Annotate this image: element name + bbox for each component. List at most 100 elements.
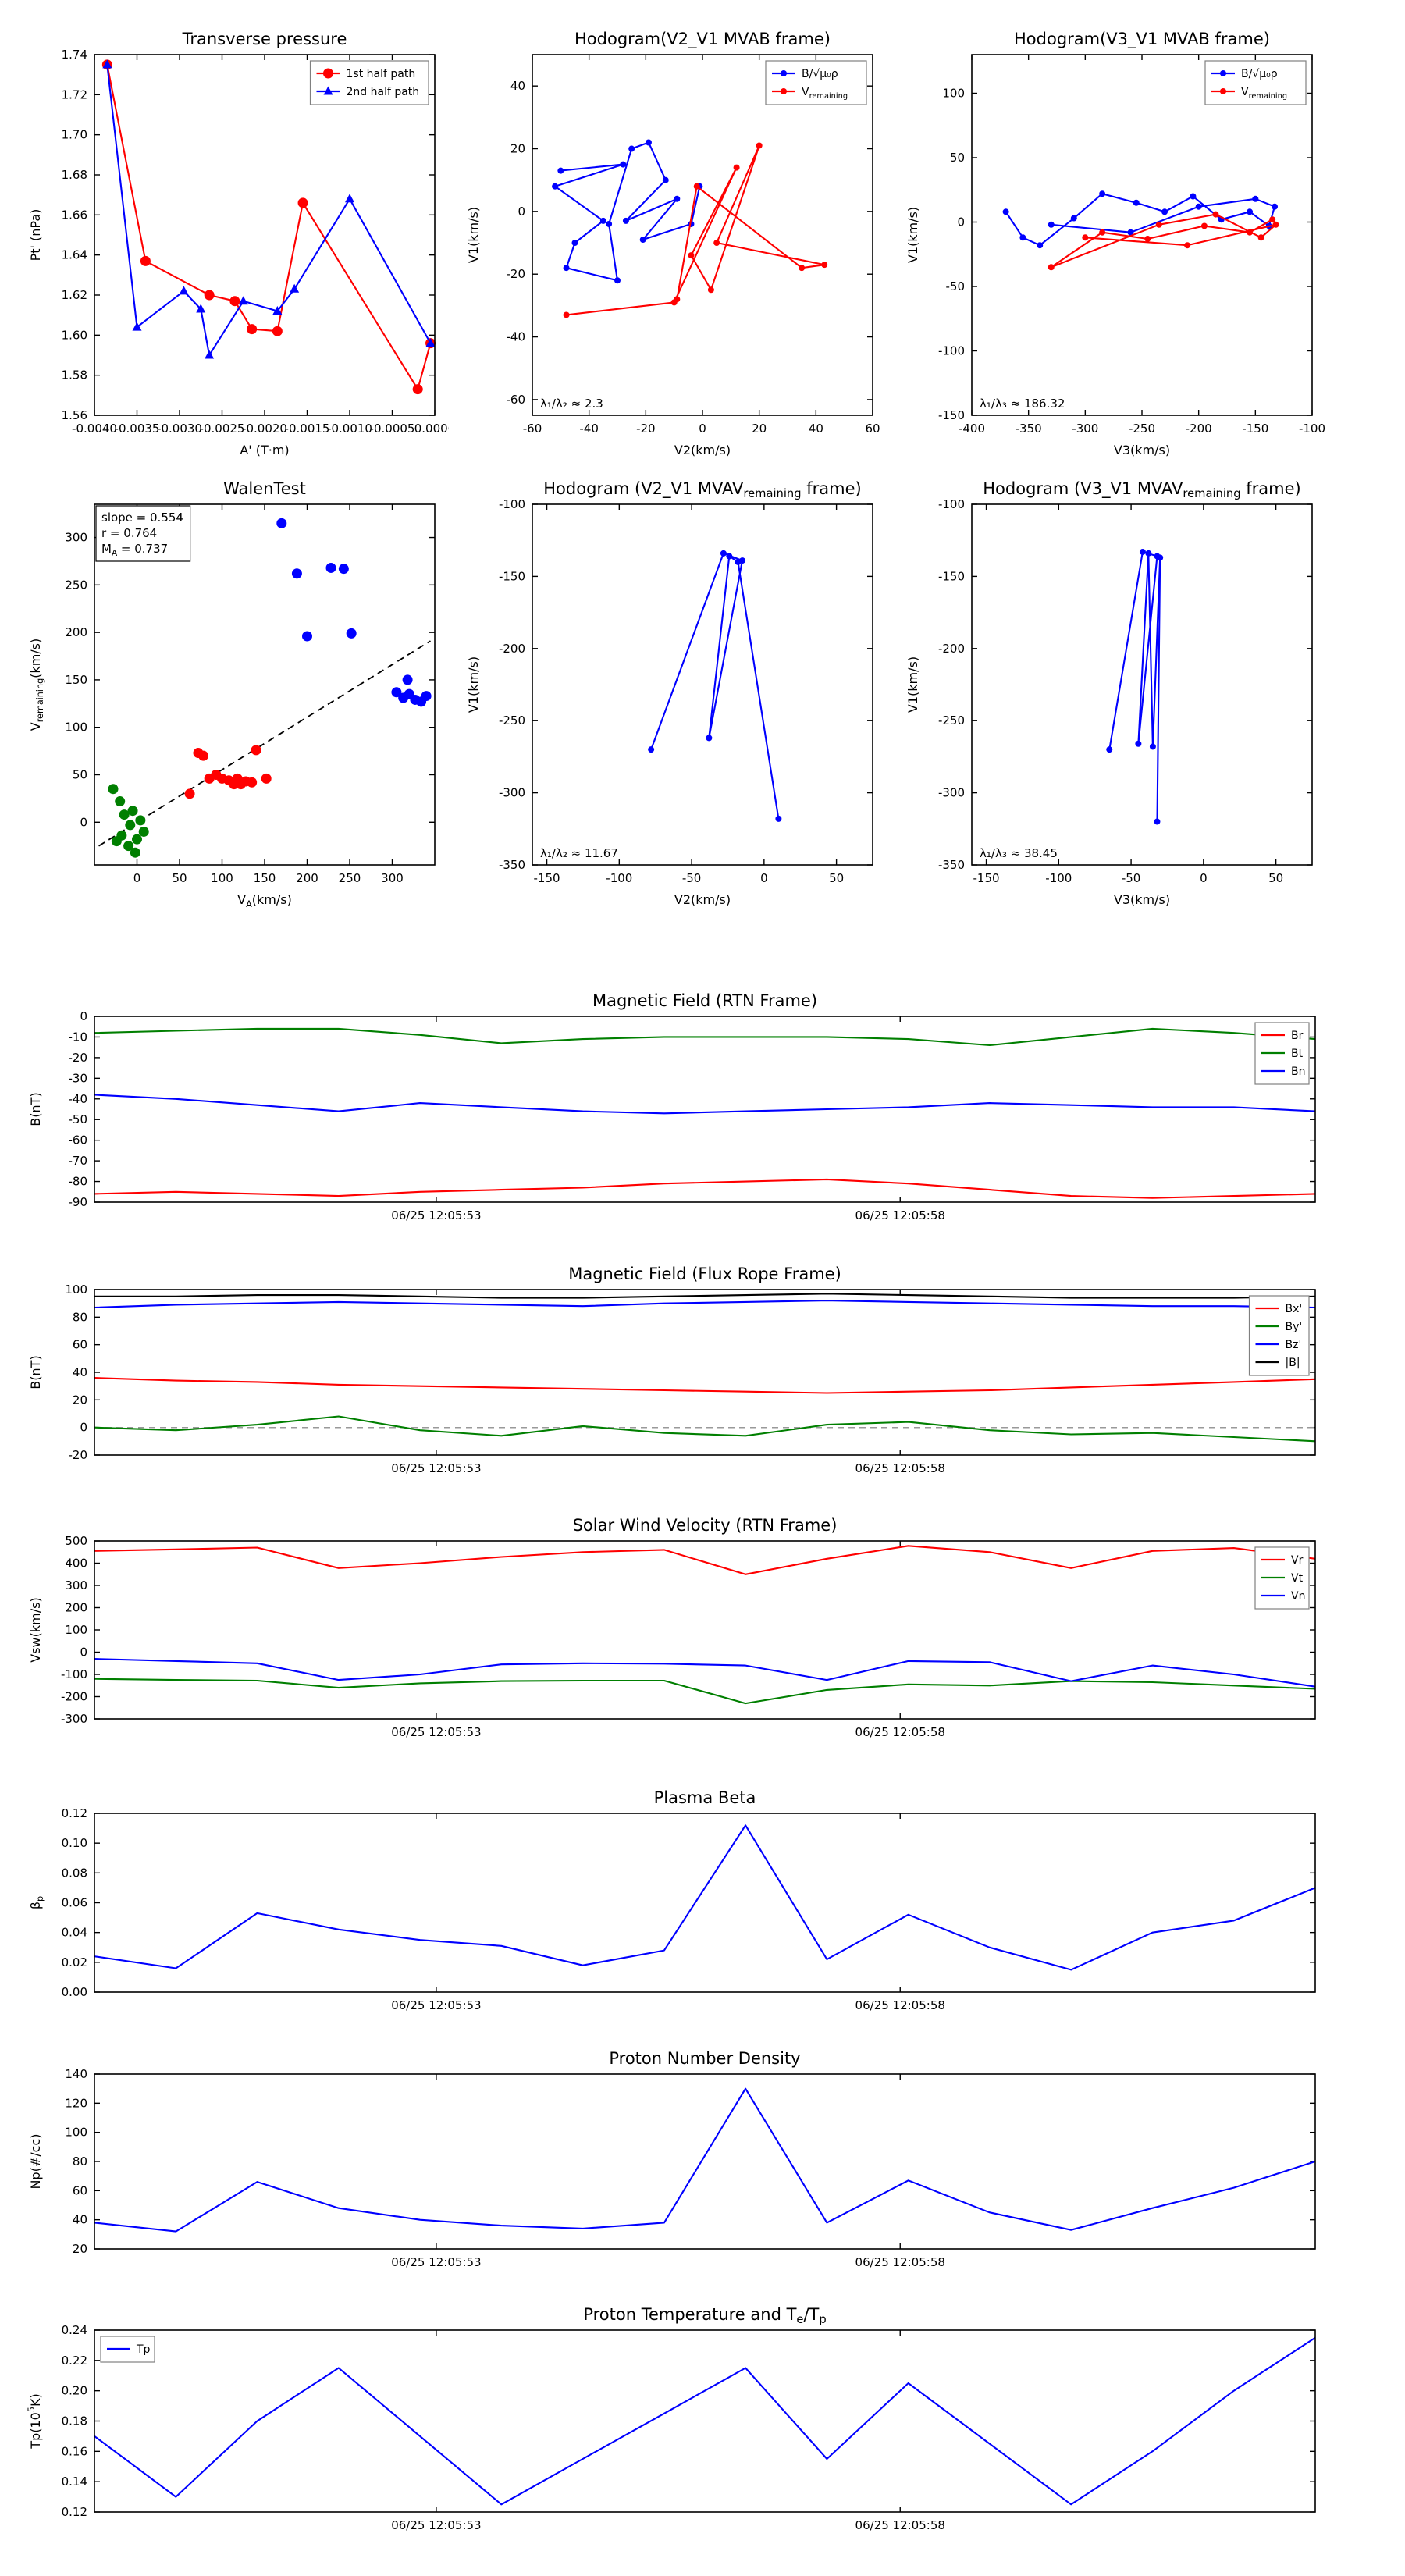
svg-text:06/25 12:05:58: 06/25 12:05:58 xyxy=(855,1998,945,2012)
svg-text:-100: -100 xyxy=(61,1667,87,1681)
series-line-3 xyxy=(276,518,432,707)
chart-title: Hodogram(V3_V1 MVAB frame) xyxy=(1014,30,1270,49)
svg-text:40: 40 xyxy=(73,1365,87,1379)
legend-label: Vr xyxy=(1291,1554,1304,1567)
transverse-pressure-chart: -0.0040-0.0035-0.0030-0.0025-0.0020-0.00… xyxy=(28,30,449,457)
svg-text:40: 40 xyxy=(809,422,823,436)
svg-text:-80: -80 xyxy=(69,1175,88,1189)
svg-text:-400: -400 xyxy=(959,422,985,436)
legend-label: Vn xyxy=(1291,1590,1305,1603)
svg-text:-0.0040: -0.0040 xyxy=(72,422,117,436)
svg-text:-60: -60 xyxy=(523,422,542,436)
svg-text:100: 100 xyxy=(942,87,965,101)
legend: B/√μ₀ρ Vremaining xyxy=(1204,60,1307,105)
svg-text:06/25 12:05:58: 06/25 12:05:58 xyxy=(855,1725,945,1739)
axes-frame xyxy=(971,54,1313,416)
axes-frame xyxy=(971,503,1313,866)
svg-text:0: 0 xyxy=(80,1646,87,1660)
ticks: 06/25 12:05:53 06/25 12:05:58 0.00 0.02 0.04… xyxy=(62,1806,1315,2012)
svg-text:500: 500 xyxy=(65,1534,87,1548)
svg-text:0.24: 0.24 xyxy=(62,2323,87,2337)
svg-text:1.56: 1.56 xyxy=(62,408,87,422)
svg-text:150: 150 xyxy=(254,871,276,885)
annotation: λ₁/λ₃ ≈ 38.45 xyxy=(980,846,1058,860)
series-line-0 xyxy=(98,640,431,847)
svg-text:200: 200 xyxy=(65,625,87,639)
svg-text:-40: -40 xyxy=(507,330,526,344)
svg-text:06/25 12:05:53: 06/25 12:05:53 xyxy=(391,1208,481,1222)
y-axis-label: Tp(105K) xyxy=(27,2393,43,2449)
svg-text:0.14: 0.14 xyxy=(62,2475,87,2489)
y-axis-label: B(nT) xyxy=(28,1355,43,1389)
axes-frame xyxy=(94,1540,1316,1720)
series-Bz' xyxy=(94,1300,1316,1309)
series-2nd half path xyxy=(102,59,436,359)
legend-label: Vt xyxy=(1291,1572,1304,1585)
panel-plasma-beta: 06/25 12:05:53 06/25 12:05:58 0.00 0.02 0.04… xyxy=(7,1781,1329,2042)
svg-text:0: 0 xyxy=(699,422,706,436)
svg-text:100: 100 xyxy=(65,2126,87,2140)
svg-text:-60: -60 xyxy=(69,1133,88,1147)
svg-text:-150: -150 xyxy=(938,408,965,422)
proton-number-density-chart: 06/25 12:05:53 06/25 12:05:58 20 40 60 80 100 1… xyxy=(28,2049,1316,2269)
series-By' xyxy=(94,1415,1316,1443)
svg-text:-0.0025: -0.0025 xyxy=(200,422,245,436)
y-axis-label: V1(km/s) xyxy=(905,207,920,263)
svg-text:-0.0005: -0.0005 xyxy=(370,422,415,436)
panel-solar-wind-velocity: 06/25 12:05:53 06/25 12:05:58 -300 -200 -100… xyxy=(7,1508,1329,1769)
series-Tp xyxy=(94,2336,1316,2506)
panel-hodogram-v3v1-mvav: -150 -100 -50 0 50 -350 -300 -250 -200 -150 -100 Ho… xyxy=(884,471,1326,915)
plasma-beta-chart: 06/25 12:05:53 06/25 12:05:58 0.00 0.02 0.04… xyxy=(28,1788,1316,2012)
series-B/√μ₀ρ xyxy=(1002,190,1279,249)
series-line-1 xyxy=(108,784,149,858)
svg-text:60: 60 xyxy=(73,1338,87,1352)
y-axis-label: Vremaining(km/s) xyxy=(28,639,45,731)
svg-text:-150: -150 xyxy=(534,871,560,885)
svg-text:-100: -100 xyxy=(1045,871,1072,885)
legend-label: Br xyxy=(1291,1030,1304,1042)
axes-frame xyxy=(94,2073,1316,2250)
y-axis-label: Np(#/cc) xyxy=(28,2134,43,2190)
svg-text:100: 100 xyxy=(65,720,87,735)
series-Bx' xyxy=(94,1377,1316,1394)
svg-text:140: 140 xyxy=(65,2067,87,2081)
svg-text:-0.0020: -0.0020 xyxy=(242,422,287,436)
svg-text:0: 0 xyxy=(80,815,87,829)
svg-text:-100: -100 xyxy=(606,871,632,885)
svg-text:-50: -50 xyxy=(1122,871,1141,885)
series-1st half path xyxy=(101,59,436,395)
svg-text:20: 20 xyxy=(73,2242,87,2256)
ticks: 06/25 12:05:53 06/25 12:05:58 -20 0 20 40 60 80… xyxy=(65,1283,1315,1475)
svg-text:-70: -70 xyxy=(69,1154,88,1168)
svg-text:80: 80 xyxy=(73,1310,87,1324)
series-line-0 xyxy=(94,2087,1316,2233)
y-axis-label: Vsw(km/s) xyxy=(28,1597,43,1662)
svg-text:0.22: 0.22 xyxy=(62,2354,87,2368)
series-|B| xyxy=(94,1293,1316,1299)
svg-text:0.12: 0.12 xyxy=(62,2505,87,2519)
svg-text:0: 0 xyxy=(80,1421,87,1435)
svg-text:50: 50 xyxy=(1268,871,1283,885)
hodogram-v3v1-mvav-chart: -150 -100 -50 0 50 -350 -300 -250 -200 -150 -100 Ho… xyxy=(905,479,1313,907)
svg-text:-350: -350 xyxy=(499,858,525,872)
legend: Vr Vt Vn xyxy=(1254,1546,1310,1610)
walen-test-chart: 0 50 100 150 200 250 300 0 50 100 150 200 250 300 Wale… xyxy=(28,479,436,909)
axes-frame xyxy=(94,1289,1316,1456)
svg-text:300: 300 xyxy=(65,1578,87,1592)
legend-label: Bz' xyxy=(1286,1339,1302,1351)
y-axis-label: V1(km/s) xyxy=(466,207,481,263)
hodogram-v2v1-mvav-chart: -150 -100 -50 0 50 -350 -300 -250 -200 -150 -100 Ho… xyxy=(466,479,873,907)
svg-text:300: 300 xyxy=(381,871,404,885)
series-line-0 xyxy=(94,1824,1316,1971)
svg-text:1.68: 1.68 xyxy=(62,168,87,182)
svg-text:-30: -30 xyxy=(69,1071,88,1085)
svg-text:0.00: 0.00 xyxy=(62,1985,87,1999)
svg-text:300: 300 xyxy=(65,531,87,545)
chart-title: Magnetic Field (RTN Frame) xyxy=(592,991,817,1010)
chart-title: Transverse pressure xyxy=(182,30,347,48)
y-axis-label: B(nT) xyxy=(28,1092,43,1126)
series-line-0 xyxy=(648,550,782,822)
svg-text:06/25 12:05:53: 06/25 12:05:53 xyxy=(391,2518,481,2532)
svg-text:20: 20 xyxy=(510,142,525,156)
